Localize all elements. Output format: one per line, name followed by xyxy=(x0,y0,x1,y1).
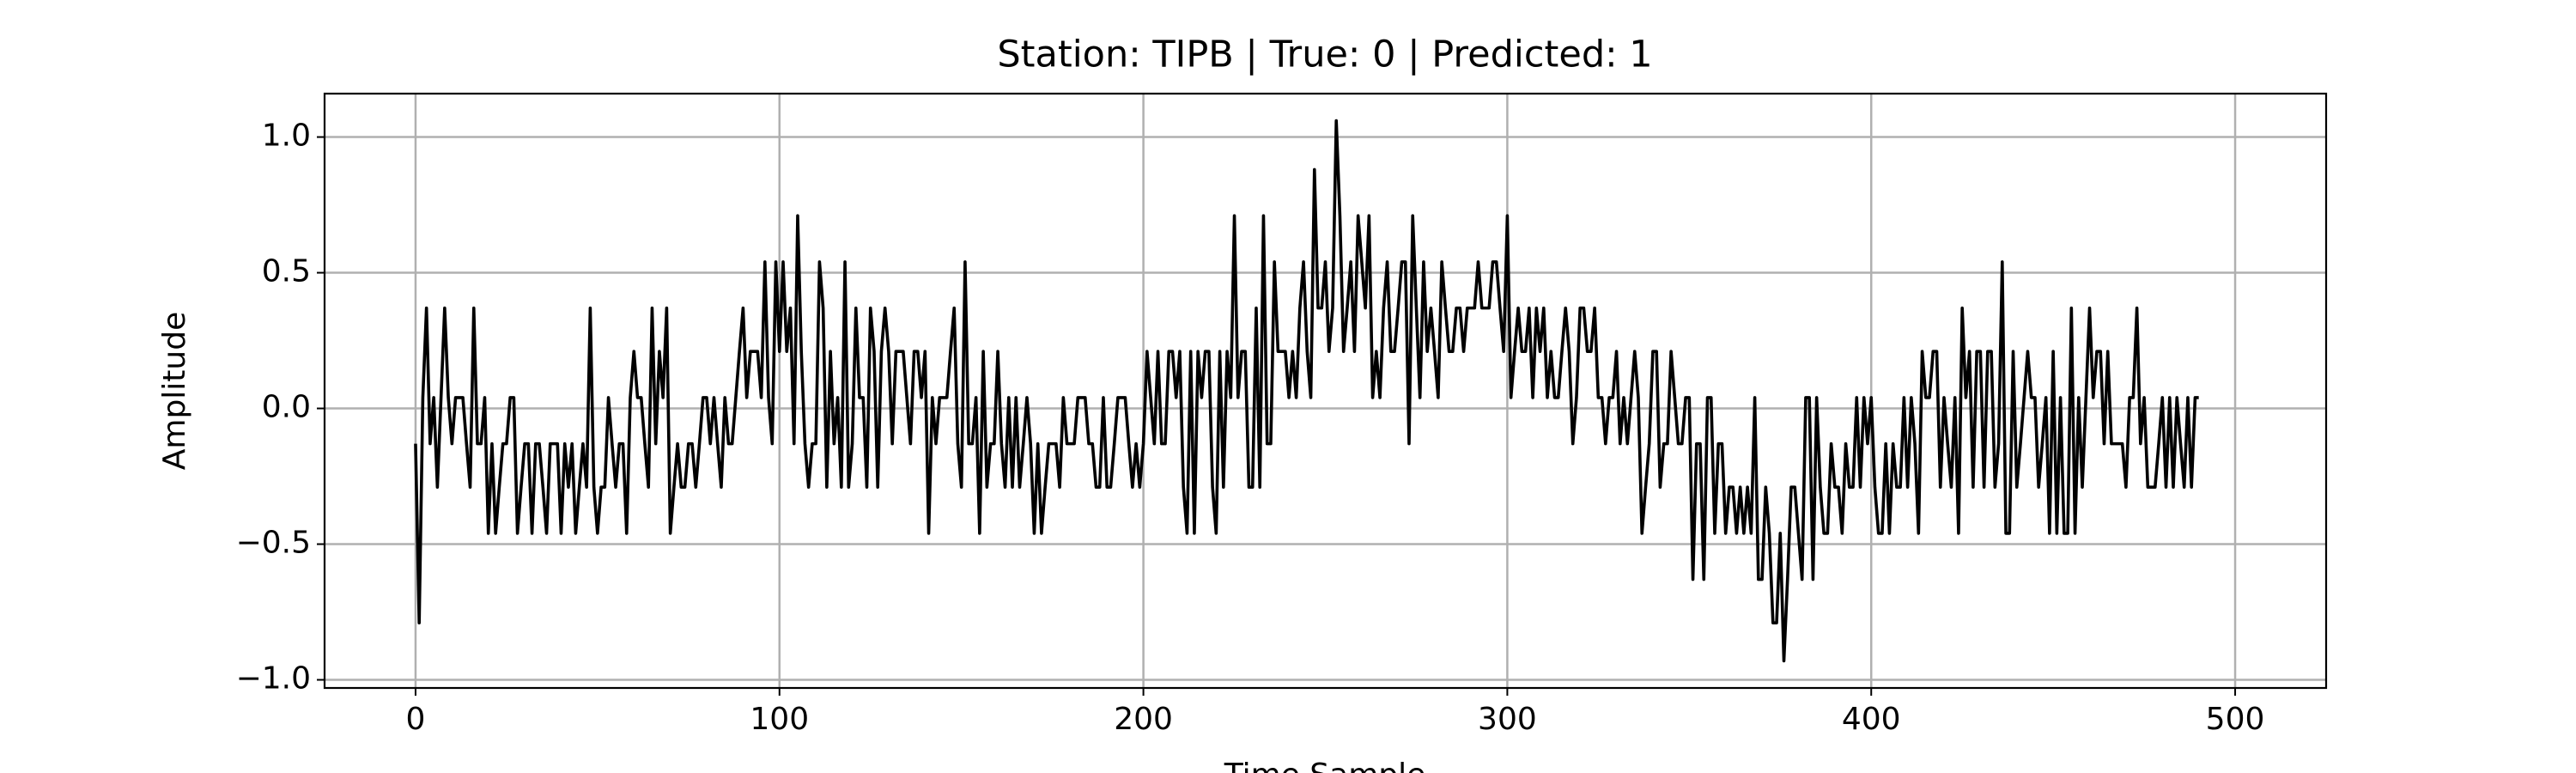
x-tick-label: 300 xyxy=(1478,702,1537,737)
data-line xyxy=(414,119,2199,663)
y-tick-label: −1.0 xyxy=(236,661,311,697)
y-tick-label: −0.5 xyxy=(236,526,311,561)
chart-title: Station: TIPB | True: 0 | Predicted: 1 xyxy=(997,33,1652,76)
y-tick-label: 0.5 xyxy=(262,254,311,289)
y-axis-label: Amplitude xyxy=(157,312,192,470)
x-tick-label: 200 xyxy=(1114,702,1173,737)
y-tick-label: 0.0 xyxy=(262,390,311,425)
y-tick-label: 1.0 xyxy=(262,119,311,154)
x-tick-label: 0 xyxy=(406,702,426,737)
x-tick-label: 100 xyxy=(750,702,809,737)
x-tick-label: 400 xyxy=(1842,702,1901,737)
x-tick-label: 500 xyxy=(2206,702,2265,737)
plot-frame xyxy=(323,92,2328,690)
x-axis-label: Time Sample xyxy=(1224,758,1426,773)
